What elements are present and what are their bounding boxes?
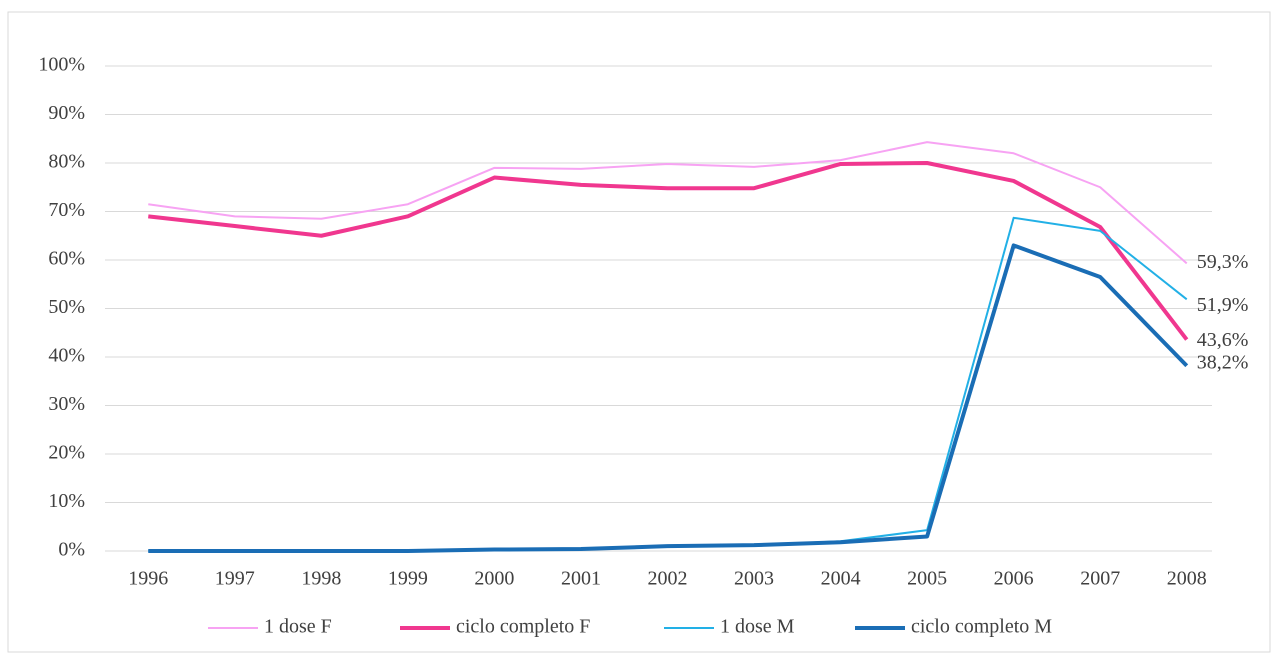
- y-tick-label: 20%: [48, 442, 85, 464]
- x-tick-label: 2002: [648, 568, 688, 590]
- data-label: 59,3%: [1197, 251, 1249, 273]
- y-tick-label: 80%: [48, 151, 85, 173]
- y-tick-label: 100%: [38, 54, 85, 76]
- series-line: [148, 243, 1189, 553]
- data-label: 51,9%: [1197, 294, 1249, 316]
- x-tick-label: 2001: [561, 568, 601, 590]
- legend-label: ciclo completo F: [456, 616, 590, 638]
- data-label: 43,6%: [1197, 329, 1249, 351]
- x-tick-label: 2006: [994, 568, 1034, 590]
- y-tick-label: 50%: [48, 296, 85, 318]
- x-tick-label: 1997: [215, 568, 255, 590]
- y-tick-label: 40%: [48, 345, 85, 367]
- y-tick-label: 30%: [48, 393, 85, 415]
- x-tick-label: 2007: [1080, 568, 1120, 590]
- series-line: [148, 161, 1189, 341]
- x-tick-label: 1999: [388, 568, 428, 590]
- data-label: 38,2%: [1197, 351, 1249, 373]
- y-tick-label: 90%: [48, 102, 85, 124]
- chart-frame: [7, 11, 1271, 653]
- x-tick-label: 2004: [821, 568, 861, 590]
- legend-label: 1 dose M: [720, 616, 795, 638]
- legend-label: ciclo completo M: [911, 616, 1052, 638]
- y-tick-label: 0%: [58, 539, 85, 561]
- x-tick-label: 1996: [128, 568, 168, 590]
- x-tick-label: 2008: [1167, 568, 1207, 590]
- legend-label: 1 dose F: [264, 616, 332, 638]
- y-tick-label: 10%: [48, 490, 85, 512]
- x-tick-label: 2000: [474, 568, 514, 590]
- series-line: [148, 141, 1188, 265]
- y-tick-label: 60%: [48, 248, 85, 270]
- x-tick-label: 2005: [907, 568, 947, 590]
- x-tick-label: 2003: [734, 568, 774, 590]
- x-tick-label: 1998: [301, 568, 341, 590]
- y-tick-label: 70%: [48, 199, 85, 221]
